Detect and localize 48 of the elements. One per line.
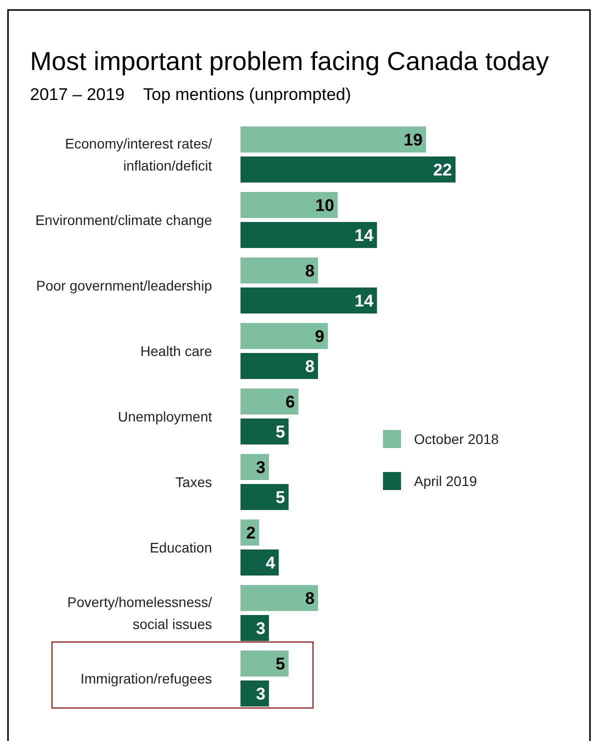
chart-subtitle: 2017 – 2019 Top mentions (unprompted): [30, 85, 352, 104]
data-label: 3: [256, 684, 266, 704]
data-label: 9: [314, 327, 324, 346]
data-label: 2: [246, 524, 256, 542]
data-label: 5: [276, 654, 286, 674]
data-label: 6: [285, 392, 295, 412]
data-label: 3: [256, 619, 266, 638]
y-tick-label: Unemployment: [118, 408, 212, 424]
data-label: 10: [315, 196, 334, 215]
y-tick-label: Education: [150, 540, 212, 556]
bar: [240, 614, 270, 642]
bar: [240, 418, 290, 446]
data-label: 14: [354, 226, 374, 245]
bar: [240, 256, 320, 284]
bar: [240, 191, 339, 219]
bar: [240, 322, 329, 350]
y-tick-label: Taxes: [175, 474, 212, 490]
bar: [240, 584, 320, 612]
bar: [240, 388, 300, 416]
bar: [240, 453, 270, 481]
data-label: 8: [305, 589, 315, 608]
bar: [240, 352, 320, 380]
y-tick-label: Economy/interest rates/ inflation/deficit: [64, 136, 212, 174]
y-tick-label: Poverty/homelessness/ social issues: [67, 594, 212, 632]
data-label: 4: [266, 554, 276, 572]
y-tick-label: Health care: [140, 343, 212, 359]
bar: [240, 156, 456, 184]
bar: [240, 680, 270, 708]
y-tick-label: Poor government/leadership: [36, 278, 212, 294]
bar: [240, 286, 378, 314]
legend-label: October 2018: [414, 431, 500, 447]
bar: [240, 126, 428, 154]
data-label: 22: [433, 160, 452, 180]
data-label: 5: [276, 488, 286, 507]
bar: [240, 650, 290, 678]
bar: [240, 548, 280, 576]
chart-title: Most important problem facing Canada today: [30, 46, 549, 76]
data-label: 19: [404, 130, 423, 150]
y-tick-label: Environment/climate change: [35, 212, 212, 228]
legend-label: April 2019: [414, 473, 478, 489]
y-tick-label: Immigration/refugees: [80, 670, 212, 686]
data-label: 8: [305, 262, 315, 280]
data-label: 5: [276, 422, 286, 442]
data-label: 14: [354, 292, 374, 310]
bar: [240, 221, 378, 249]
bar: [240, 483, 290, 511]
data-label: 3: [256, 458, 266, 477]
data-label: 8: [305, 357, 315, 376]
